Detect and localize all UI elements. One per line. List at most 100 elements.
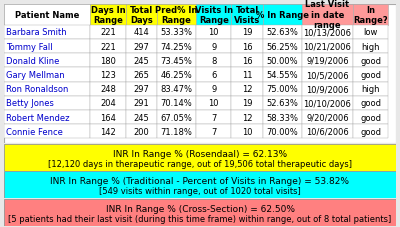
Bar [126, 26, 157, 40]
Text: 54.55%: 54.55% [266, 71, 298, 80]
Bar [126, 5, 157, 26]
Text: 180: 180 [100, 57, 116, 66]
Text: 52.63%: 52.63% [266, 99, 298, 108]
Bar [353, 82, 388, 96]
Text: 204: 204 [100, 99, 116, 108]
Text: [12,120 days in therapeutic range, out of 19,506 total therapeutic days]: [12,120 days in therapeutic range, out o… [48, 159, 352, 168]
Text: Total
Visits: Total Visits [234, 5, 260, 25]
Bar [263, 54, 302, 68]
Text: 16: 16 [242, 42, 252, 51]
Bar [90, 40, 126, 54]
Bar [126, 40, 157, 54]
Text: 19: 19 [242, 28, 252, 37]
Bar [196, 26, 231, 40]
Text: In
Range?: In Range? [353, 5, 388, 25]
Bar [4, 68, 90, 82]
Text: 12: 12 [242, 113, 252, 122]
Bar [196, 96, 231, 111]
Text: [5 patients had their last visit (during this time frame) within range, out of 8: [5 patients had their last visit (during… [8, 214, 392, 223]
Text: 67.05%: 67.05% [160, 113, 192, 122]
Text: 9/20/2006: 9/20/2006 [306, 113, 349, 122]
Bar [263, 96, 302, 111]
Text: Last Visit
in date
range: Last Visit in date range [305, 0, 350, 30]
Bar [4, 82, 90, 96]
Text: Barbara Smith: Barbara Smith [6, 28, 66, 37]
Text: 221: 221 [100, 28, 116, 37]
Text: 7: 7 [211, 113, 216, 122]
Text: Betty Jones: Betty Jones [6, 99, 54, 108]
Text: Robert Mendez: Robert Mendez [6, 113, 70, 122]
Bar [302, 26, 353, 40]
Bar [196, 5, 231, 26]
Text: 9/19/2006: 9/19/2006 [306, 57, 349, 66]
Text: 10/10/2006: 10/10/2006 [304, 99, 351, 108]
Bar [231, 68, 263, 82]
Bar [302, 82, 353, 96]
Text: 46.25%: 46.25% [161, 71, 192, 80]
Text: INR In Range % (Rosendaal) = 62.13%: INR In Range % (Rosendaal) = 62.13% [113, 149, 287, 158]
Bar [231, 96, 263, 111]
Text: 291: 291 [133, 99, 149, 108]
Bar [353, 96, 388, 111]
Text: 19: 19 [242, 99, 252, 108]
Text: 83.47%: 83.47% [160, 85, 192, 94]
Bar [157, 26, 196, 40]
Text: INR In Range % (Cross-Section) = 62.50%: INR In Range % (Cross-Section) = 62.50% [106, 204, 294, 213]
Bar [157, 5, 196, 26]
Text: 10/21/2006: 10/21/2006 [304, 42, 351, 51]
Text: 58.33%: 58.33% [266, 113, 298, 122]
Text: good: good [360, 99, 381, 108]
Text: Ron Ronaldson: Ron Ronaldson [6, 85, 68, 94]
Text: Connie Fence: Connie Fence [6, 127, 63, 136]
Text: 9: 9 [211, 42, 216, 51]
Bar [263, 125, 302, 139]
Text: 50.00%: 50.00% [266, 57, 298, 66]
Bar [263, 68, 302, 82]
Bar [157, 54, 196, 68]
Bar [157, 96, 196, 111]
Bar [4, 111, 90, 125]
Bar [157, 40, 196, 54]
Text: 11: 11 [242, 71, 252, 80]
Text: Gary Mellman: Gary Mellman [6, 71, 64, 80]
Bar [4, 96, 90, 111]
Bar [4, 125, 90, 139]
Text: Days In
Range: Days In Range [90, 5, 125, 25]
Bar [231, 5, 263, 26]
Text: 10/5/2006: 10/5/2006 [306, 71, 349, 80]
Bar [353, 26, 388, 40]
Text: 297: 297 [133, 85, 149, 94]
Text: 70.00%: 70.00% [266, 127, 298, 136]
Text: 142: 142 [100, 127, 116, 136]
Bar [90, 68, 126, 82]
Bar [231, 54, 263, 68]
Bar [263, 111, 302, 125]
Bar [231, 26, 263, 40]
Bar [90, 82, 126, 96]
Text: 10/6/2006: 10/6/2006 [306, 127, 349, 136]
Bar [231, 40, 263, 54]
Bar [4, 54, 90, 68]
Text: Pred% In
Range: Pred% In Range [155, 5, 198, 25]
Bar [4, 40, 90, 54]
Bar [353, 68, 388, 82]
Bar [302, 54, 353, 68]
Bar [231, 125, 263, 139]
Text: low: low [363, 28, 378, 37]
Bar [302, 111, 353, 125]
Bar [90, 54, 126, 68]
Bar [157, 125, 196, 139]
Text: 53.33%: 53.33% [160, 28, 192, 37]
Text: [549 visits within range, out of 1020 total visits]: [549 visits within range, out of 1020 to… [99, 186, 301, 195]
Bar [353, 5, 388, 26]
Text: 200: 200 [133, 127, 149, 136]
Text: 221: 221 [100, 42, 116, 51]
Bar [263, 26, 302, 40]
Text: 52.63%: 52.63% [266, 28, 298, 37]
Text: 245: 245 [133, 113, 149, 122]
Text: Visits In
Range: Visits In Range [195, 5, 233, 25]
Text: Donald Kline: Donald Kline [6, 57, 59, 66]
Text: 248: 248 [100, 85, 116, 94]
Text: 71.18%: 71.18% [160, 127, 192, 136]
Text: 10/13/2006: 10/13/2006 [303, 28, 351, 37]
